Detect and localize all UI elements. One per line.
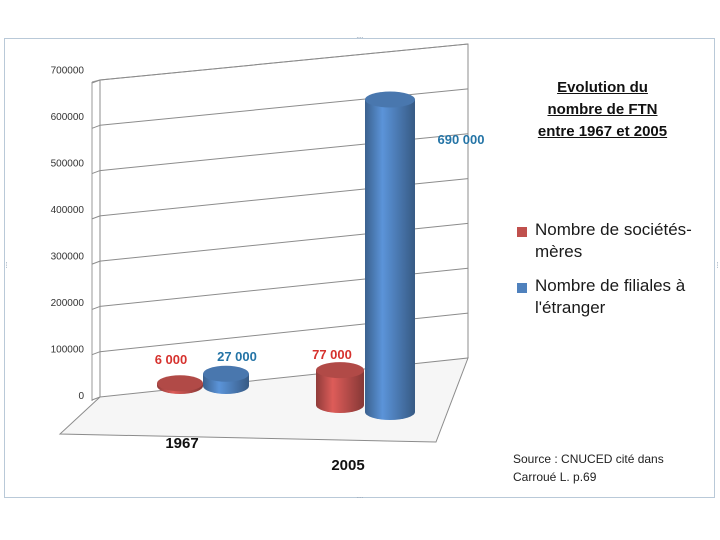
- data-label: 6 000: [155, 352, 188, 367]
- data-label: 77 000: [312, 347, 352, 362]
- x-category-label: 2005: [331, 457, 364, 474]
- y-tick-label: 600000: [51, 112, 85, 123]
- y-tick-label: 500000: [51, 159, 85, 170]
- gridline: [99, 43, 469, 81]
- bar-societes-meres-1967-top: [157, 375, 203, 392]
- y-tick-label: 100000: [51, 345, 85, 356]
- bar-societes-meres-2005-body: [316, 370, 364, 413]
- chart-title-line: Evolution du: [557, 79, 648, 96]
- gridline-side: [91, 170, 101, 175]
- bar-filiales-1967-top: [203, 365, 249, 382]
- y-tick-label: 700000: [51, 66, 85, 77]
- bar-filiales-2005-body: [365, 99, 415, 421]
- bar-societes-meres-2005-top: [316, 362, 364, 379]
- resize-handle-right[interactable]: ····: [713, 261, 720, 268]
- resize-handle-bottom[interactable]: ····: [356, 493, 364, 502]
- chart-title: Evolution du nombre de FTN entre 1967 et…: [520, 77, 685, 143]
- resize-handle-top[interactable]: ····: [356, 33, 364, 42]
- bar-filiales-2005-top: [365, 91, 415, 108]
- chart-title-line: nombre de FTN: [547, 101, 658, 118]
- legend-item-societes-meres: Nombre de sociétés-mères: [517, 219, 700, 263]
- data-label: 690 000: [438, 132, 485, 147]
- gridline-side: [91, 260, 101, 265]
- gridline-side: [91, 124, 101, 129]
- gridline-side: [91, 305, 101, 310]
- x-category-label: 1967: [165, 435, 198, 452]
- y-tick-label: 200000: [51, 298, 85, 309]
- resize-handle-left[interactable]: ····: [2, 261, 11, 268]
- gridline-side: [91, 215, 101, 220]
- chart-title-line: entre 1967 et 2005: [537, 123, 668, 140]
- gridline-side: [91, 396, 101, 401]
- y-tick-label: 0: [78, 391, 84, 402]
- legend-swatch-blue: [517, 283, 527, 293]
- legend-swatch-red: [517, 227, 527, 237]
- legend-label: Nombre de sociétés-mères: [535, 220, 692, 261]
- y-tick-label: 300000: [51, 252, 85, 263]
- gridline-side: [91, 351, 101, 356]
- source-note: Source : CNUCED cité dans Carroué L. p.6…: [513, 452, 664, 484]
- data-label: 27 000: [217, 349, 257, 364]
- gridline-side: [91, 79, 101, 84]
- legend-label: Nombre de filiales à l'étranger: [535, 276, 686, 317]
- legend-item-filiales: Nombre de filiales à l'étranger: [517, 275, 700, 319]
- y-tick-label: 400000: [51, 205, 85, 216]
